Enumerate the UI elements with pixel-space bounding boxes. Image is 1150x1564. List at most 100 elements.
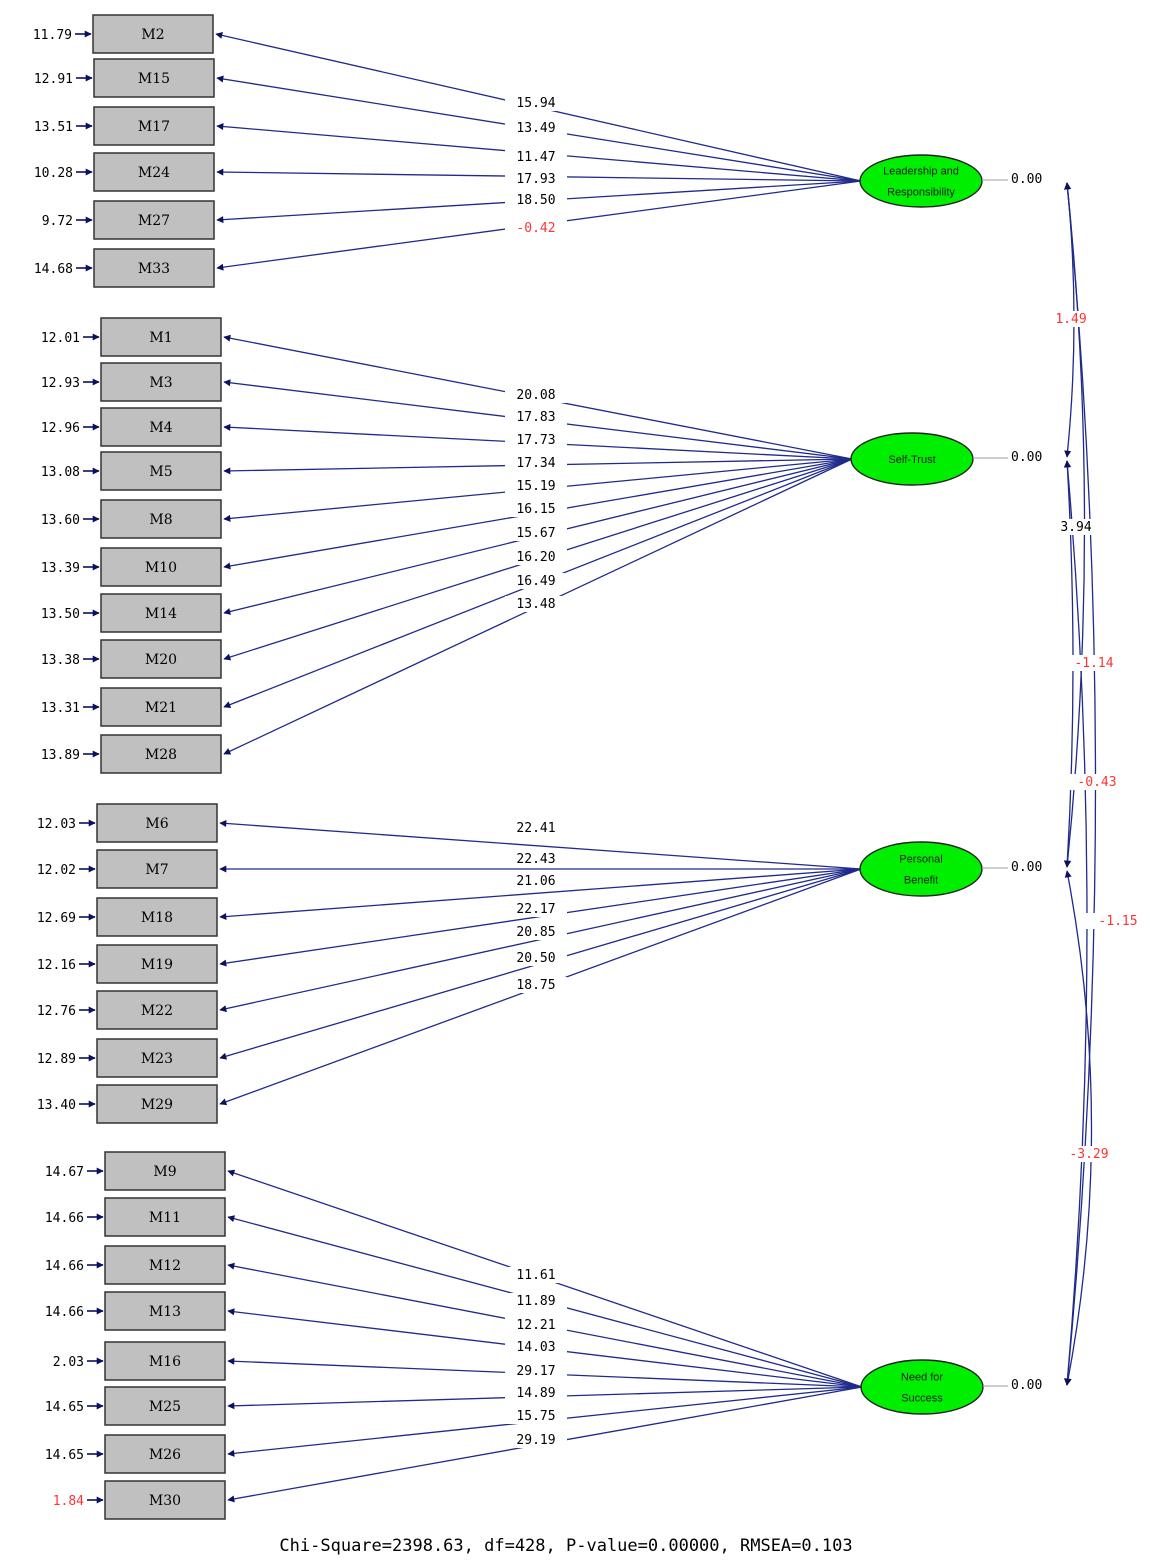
latent-variance: 0.00 [1011,172,1042,187]
indicator-box [96,849,218,889]
indicator-label: M7 [145,862,168,878]
loading-label-group: 16.49 [505,573,567,589]
loading-value: 15.94 [516,96,555,111]
indicator-label: M30 [149,1493,181,1509]
indicator-label: M21 [145,700,177,716]
label-background [505,95,567,111]
indicator-box [100,451,222,491]
error-variance: 12.89 [37,1052,76,1067]
covariance-path [1064,870,1093,1386]
loading-value: 16.15 [516,502,555,517]
error-variance: 13.31 [41,701,80,716]
indicator-label: M15 [138,71,170,87]
label-background [505,549,567,565]
latent-label: Leadership and [883,166,959,178]
latent-label: Self-Trust [888,454,935,466]
label-background [505,1339,567,1355]
error-variance: 11.79 [33,28,72,43]
label-background [505,171,567,187]
loading-label-group: 15.19 [505,478,567,494]
latent-label: Success [901,1393,943,1405]
latent-variance: 0.00 [1011,1378,1042,1393]
latent-need-success [860,1359,984,1415]
indicator-box [96,803,218,843]
fit-statistics: Chi-Square=2398.63, df=428, P-value=0.00… [279,1536,852,1556]
error-variance: 13.40 [37,1098,76,1113]
error-variance: 14.66 [45,1211,84,1226]
loading-value: 13.49 [516,121,555,136]
latent-label: Need for [901,1372,944,1384]
label-background [505,1293,567,1309]
indicator-label: M26 [149,1447,181,1463]
loading-label-group: 13.48 [505,596,567,612]
indicator-box [104,1434,226,1474]
error-variance: 14.65 [45,1400,84,1415]
indicator-label: M8 [149,512,172,528]
loading-value: 16.20 [516,550,555,565]
indicator-box [104,1151,226,1191]
indicator-label: M19 [141,957,173,973]
indicator-box [92,14,214,54]
indicator-box [93,200,215,240]
error-variance: 9.72 [42,214,73,229]
label-background [505,387,567,403]
loading-label-group: 17.73 [505,432,567,448]
label-background [505,120,567,136]
covariance-value: -0.43 [1077,775,1116,790]
loading-label-group: 11.61 [505,1267,567,1283]
loading-label-group: 13.49 [505,120,567,136]
loading-value: 18.75 [516,978,555,993]
loading-value: 20.08 [516,388,555,403]
covariance-value: 1.49 [1055,312,1086,327]
indicator-box [93,58,215,98]
loading-label-group: 11.89 [505,1293,567,1309]
indicator-box [104,1197,226,1237]
loading-label-group: 18.75 [505,977,567,993]
label-background [505,409,567,425]
loading-label-group: 15.67 [505,525,567,541]
label-background [1010,168,1060,186]
label-background [505,455,567,471]
indicator-box [100,407,222,447]
error-variance: 14.65 [45,1448,84,1463]
label-background [505,851,567,867]
indicator-label: M6 [145,816,168,832]
label-background [1010,446,1060,464]
error-variance: 13.51 [34,120,73,135]
label-background [505,977,567,993]
latent-label: Responsibility [887,187,955,199]
loading-label-group: 18.50 [505,192,567,208]
label-background [505,478,567,494]
indicator-label: M5 [149,464,172,480]
error-variance: 13.08 [41,465,80,480]
loading-value: 15.67 [516,526,555,541]
loading-label-group: 15.75 [505,1408,567,1424]
loading-label-group: -0.42 [505,220,567,236]
label-background [505,1432,567,1448]
label-background [505,525,567,541]
indicator-label: M16 [149,1354,181,1370]
latent-variance: 0.00 [1011,450,1042,465]
covariance-value: -3.29 [1069,1147,1108,1162]
loading-label-group: 22.17 [505,901,567,917]
error-variance: 12.69 [37,911,76,926]
indicator-box [104,1341,226,1381]
latent-self-trust [850,432,974,486]
indicator-label: M18 [141,910,173,926]
loading-label-group: 17.93 [505,171,567,187]
error-variance: 12.93 [41,376,80,391]
loading-value: 20.85 [516,925,555,940]
label-background [505,573,567,589]
indicator-box [96,1084,218,1124]
error-variance: 12.02 [37,863,76,878]
covariance-value: 3.94 [1060,520,1091,535]
indicator-box [100,499,222,539]
indicator-label: M2 [141,27,164,43]
loading-value: 22.43 [516,852,555,867]
indicator-box [104,1245,226,1285]
loading-label-group: 21.06 [505,873,567,889]
label-background [505,1317,567,1333]
loading-label-group: 11.47 [505,149,567,165]
label-background [505,924,567,940]
